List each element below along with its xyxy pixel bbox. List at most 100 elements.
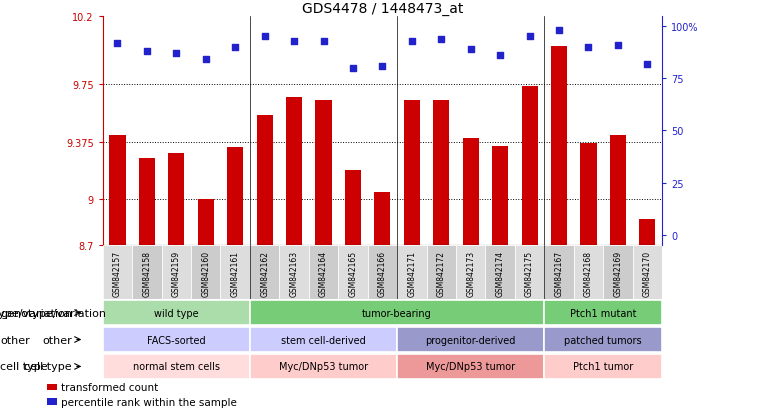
Text: GSM842174: GSM842174	[495, 250, 505, 296]
Point	[642, 61, 654, 68]
Bar	[581, 143, 597, 246]
Bar	[574, 246, 603, 299]
Text: patched tumors: patched tumors	[565, 335, 642, 345]
Bar	[544, 246, 574, 299]
Bar	[345, 171, 361, 246]
Point	[141, 49, 153, 55]
Bar	[397, 328, 544, 352]
Point	[465, 47, 477, 53]
Bar	[338, 246, 368, 299]
Text: Myc/DNp53 tumor: Myc/DNp53 tumor	[426, 361, 515, 372]
Bar	[544, 301, 662, 325]
Bar	[250, 328, 397, 352]
Point	[376, 63, 388, 70]
Bar	[456, 246, 486, 299]
Point	[553, 28, 565, 34]
Bar	[397, 354, 544, 379]
Bar	[250, 246, 279, 299]
Title: GDS4478 / 1448473_at: GDS4478 / 1448473_at	[301, 2, 463, 16]
Text: GSM842158: GSM842158	[142, 250, 151, 296]
Point	[259, 34, 271, 40]
Bar	[191, 246, 221, 299]
Text: percentile rank within the sample: percentile rank within the sample	[61, 397, 237, 407]
Point	[170, 51, 183, 57]
Point	[612, 43, 624, 49]
Bar	[404, 100, 420, 246]
Bar	[47, 384, 57, 390]
Point	[199, 57, 212, 64]
Text: stem cell-derived: stem cell-derived	[281, 335, 366, 345]
Bar	[492, 146, 508, 246]
Text: GSM842166: GSM842166	[378, 250, 387, 296]
Bar	[198, 200, 214, 246]
Text: other: other	[42, 335, 72, 345]
Bar	[427, 246, 456, 299]
Bar	[632, 246, 662, 299]
Bar	[397, 246, 427, 299]
Text: normal stem cells: normal stem cells	[133, 361, 220, 372]
Text: GSM842164: GSM842164	[319, 250, 328, 296]
Text: FACS-sorted: FACS-sorted	[147, 335, 205, 345]
Text: cell type: cell type	[0, 361, 48, 372]
Bar	[433, 100, 450, 246]
Text: GSM842160: GSM842160	[201, 250, 210, 296]
Bar	[486, 246, 515, 299]
Text: GSM842161: GSM842161	[231, 250, 240, 296]
Bar	[250, 354, 397, 379]
Bar	[603, 246, 632, 299]
Bar	[110, 136, 126, 246]
Bar	[639, 220, 655, 246]
Bar	[610, 136, 626, 246]
Bar	[103, 301, 250, 325]
Text: GSM842169: GSM842169	[613, 250, 622, 296]
Text: genotype/variation: genotype/variation	[0, 308, 106, 318]
Text: Myc/DNp53 tumor: Myc/DNp53 tumor	[279, 361, 368, 372]
Point	[435, 36, 447, 43]
Bar	[161, 246, 191, 299]
Bar	[374, 192, 390, 246]
Text: wild type: wild type	[154, 308, 199, 318]
Text: GSM842159: GSM842159	[172, 250, 181, 296]
Text: Ptch1 tumor: Ptch1 tumor	[573, 361, 633, 372]
Bar	[221, 246, 250, 299]
Text: genotype/variation: genotype/variation	[0, 308, 72, 318]
Text: tumor-bearing: tumor-bearing	[362, 308, 432, 318]
Bar	[132, 246, 161, 299]
Text: other: other	[0, 335, 30, 345]
Bar	[521, 87, 538, 246]
Text: GSM842175: GSM842175	[525, 250, 534, 296]
Point	[111, 40, 123, 47]
Text: GSM842173: GSM842173	[466, 250, 475, 296]
Text: GSM842162: GSM842162	[260, 250, 269, 296]
Text: GSM842157: GSM842157	[113, 250, 122, 296]
Text: progenitor-derived: progenitor-derived	[425, 335, 516, 345]
Bar	[286, 97, 302, 246]
Text: GSM842163: GSM842163	[290, 250, 298, 296]
Bar	[309, 246, 338, 299]
Point	[406, 38, 418, 45]
Bar	[250, 301, 544, 325]
Text: GSM842171: GSM842171	[407, 250, 416, 296]
Bar	[168, 154, 184, 246]
Point	[524, 34, 536, 40]
Bar	[47, 399, 57, 405]
Bar	[139, 159, 155, 246]
Bar	[103, 354, 250, 379]
Bar	[227, 148, 244, 246]
Bar	[103, 328, 250, 352]
Bar	[463, 139, 479, 246]
Bar	[256, 116, 272, 246]
Text: transformed count: transformed count	[61, 382, 158, 392]
Text: GSM842168: GSM842168	[584, 250, 593, 296]
Point	[582, 45, 594, 51]
Bar	[551, 47, 567, 246]
Bar	[103, 246, 132, 299]
Point	[229, 45, 241, 51]
Bar	[315, 100, 332, 246]
Bar	[544, 328, 662, 352]
Bar	[544, 354, 662, 379]
Point	[347, 65, 359, 72]
Point	[317, 38, 330, 45]
Point	[288, 38, 300, 45]
Bar	[515, 246, 544, 299]
